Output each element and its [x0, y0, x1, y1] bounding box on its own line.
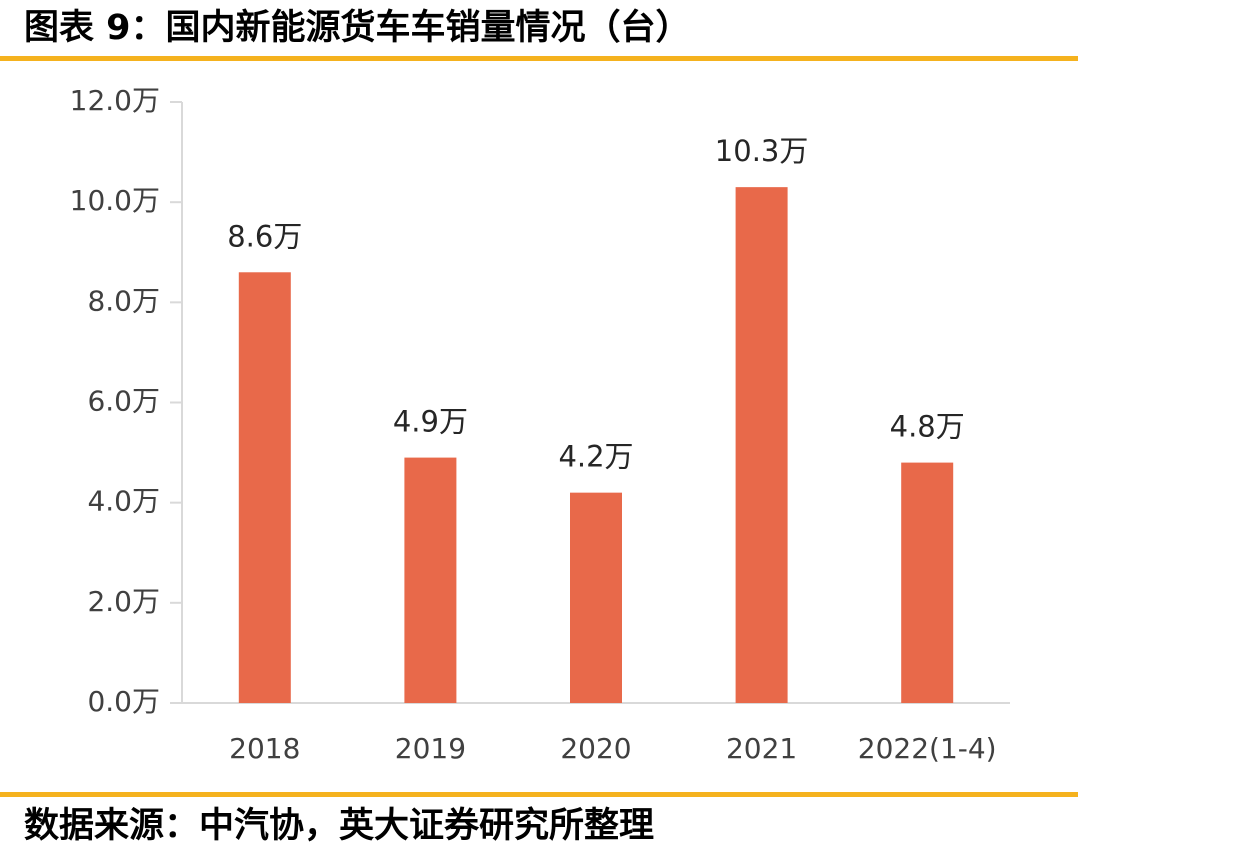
- bar-data-label: 8.6万: [227, 219, 302, 253]
- y-tick-label: 2.0万: [87, 585, 160, 618]
- x-axis: 2018 2019 2020 2021 2022(1-4): [170, 702, 1010, 765]
- bar-data-label: 4.8万: [890, 410, 965, 444]
- y-tick-label: 4.0万: [87, 485, 160, 518]
- bar-2018: [238, 272, 291, 703]
- bar-data-label: 10.3万: [715, 134, 809, 168]
- y-tick-label: 0.0万: [87, 685, 160, 718]
- bar-2019: [404, 457, 457, 703]
- x-tick-label: 2020: [560, 732, 631, 765]
- y-tick-label: 6.0万: [87, 385, 160, 418]
- bar-labels: 8.6万 4.9万 4.2万 10.3万 4.8万: [227, 134, 965, 474]
- figure-source: 数据来源：中汽协，英大证券研究所整理: [24, 806, 655, 846]
- y-tick-label: 10.0万: [70, 184, 160, 217]
- top-rule: [0, 56, 1078, 61]
- bars: [238, 187, 954, 703]
- y-tick-label: 8.0万: [87, 284, 160, 317]
- bar-2021: [735, 187, 788, 703]
- x-tick-label: 2019: [395, 732, 466, 765]
- x-tick-label: 2022(1-4): [858, 732, 997, 765]
- y-tick-label: 12.0万: [70, 84, 160, 117]
- bar-2022(1-4): [901, 462, 954, 703]
- bar-data-label: 4.9万: [393, 405, 468, 439]
- figure-title: 图表 9：国内新能源货车车销量情况（台）: [24, 8, 691, 48]
- bar-2020: [570, 492, 622, 703]
- x-tick-label: 2018: [229, 732, 300, 765]
- x-tick-label: 2021: [726, 732, 797, 765]
- bar-data-label: 4.2万: [558, 440, 633, 474]
- y-axis: 0.0万 2.0万 4.0万 6.0万 8.0万 10.0万 12.0万: [70, 84, 183, 718]
- bottom-rule: [0, 792, 1078, 797]
